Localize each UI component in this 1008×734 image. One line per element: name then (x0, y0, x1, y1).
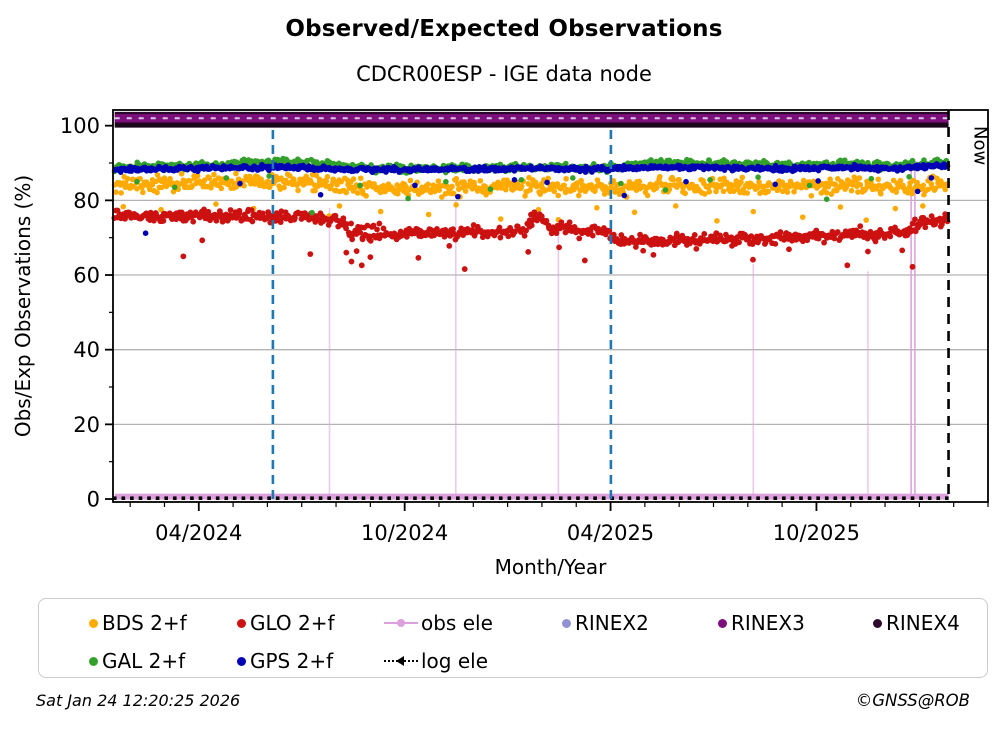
glo-2-f-marker-icon (237, 618, 246, 628)
y-tick-label: 0 (87, 488, 100, 512)
legend-label: GPS 2+f (250, 649, 334, 673)
y-tick-label: 60 (73, 264, 100, 288)
chart-title: Observed/Expected Observations (285, 16, 723, 42)
rinex-lines (114, 111, 949, 128)
legend-item-rinex3: RINEX3 (718, 608, 805, 638)
y-tick-label: 40 (73, 338, 100, 362)
x-tick-label: 04/2025 (567, 521, 654, 545)
legend-label: log ele (421, 649, 489, 673)
timestamp-text: Sat Jan 24 12:20:25 2026 (36, 691, 241, 710)
gps-2-f-marker-icon (237, 656, 246, 666)
copyright-text: ©GNSS@ROB (855, 691, 970, 710)
series-glo-2-f (111, 206, 951, 272)
y-tick-label: 20 (73, 413, 100, 437)
y-tick-label: 100 (60, 114, 100, 138)
chart-subtitle: CDCR00ESP - IGE data node (356, 62, 652, 86)
grid-lines (113, 199, 988, 425)
legend-label: RINEX2 (575, 611, 649, 635)
legend-item-rinex2: RINEX2 (562, 608, 649, 638)
bds-2-f-marker-icon (89, 618, 98, 628)
rinex4-marker-icon (873, 618, 882, 628)
now-label: Now (970, 126, 991, 165)
now-line: Now (947, 110, 991, 502)
legend: BDS 2+f GLO 2+f obs ele RINEX2 RINEX3 RINEX4 G… (38, 598, 988, 678)
legend-label: RINEX3 (731, 611, 805, 635)
legend-item-bds-2-f: BDS 2+f (89, 608, 187, 638)
series-log-ele (112, 496, 949, 501)
obs-ele-marker-icon (384, 618, 418, 628)
legend-item-glo-2-f: GLO 2+f (237, 608, 335, 638)
legend-label: GAL 2+f (102, 649, 186, 673)
y-axis-label: Obs/Exp Observations (%) (11, 175, 35, 437)
legend-label: obs ele (421, 611, 493, 635)
rinex2-marker-icon (562, 618, 571, 628)
legend-item-gal-2-f: GAL 2+f (89, 646, 185, 676)
y-tick-label: 80 (73, 189, 100, 213)
x-axis-label: Month/Year (495, 555, 608, 579)
legend-item-log-ele: log ele (384, 646, 488, 676)
legend-label: RINEX4 (886, 611, 960, 635)
rinex3-marker-icon (718, 618, 727, 628)
legend-label: BDS 2+f (102, 611, 187, 635)
legend-label: GLO 2+f (250, 611, 335, 635)
legend-item-obs-ele: obs ele (384, 608, 493, 638)
plot-frame (112, 109, 989, 503)
x-tick-label: 10/2024 (361, 521, 448, 545)
series-gps-2-f (112, 161, 951, 236)
log-ele-marker-icon (384, 656, 418, 666)
axis-titles: Obs/Exp Observations (%) Month/Year (11, 175, 607, 579)
legend-item-rinex4: RINEX4 (873, 608, 960, 638)
axis-ticks: 04/2024 10/2024 04/2025 10/2025 0 20 40 60 80 100 (60, 114, 989, 545)
gal-2-f-marker-icon (89, 656, 98, 666)
x-tick-label: 10/2025 (773, 521, 860, 545)
x-tick-label: 04/2024 (155, 521, 242, 545)
chart-canvas: Now 04/2024 10/2024 04/2025 10/2025 0 20 40 60 80… (11, 109, 991, 579)
event-lines (271, 125, 613, 500)
legend-item-gps-2-f: GPS 2+f (237, 646, 333, 676)
